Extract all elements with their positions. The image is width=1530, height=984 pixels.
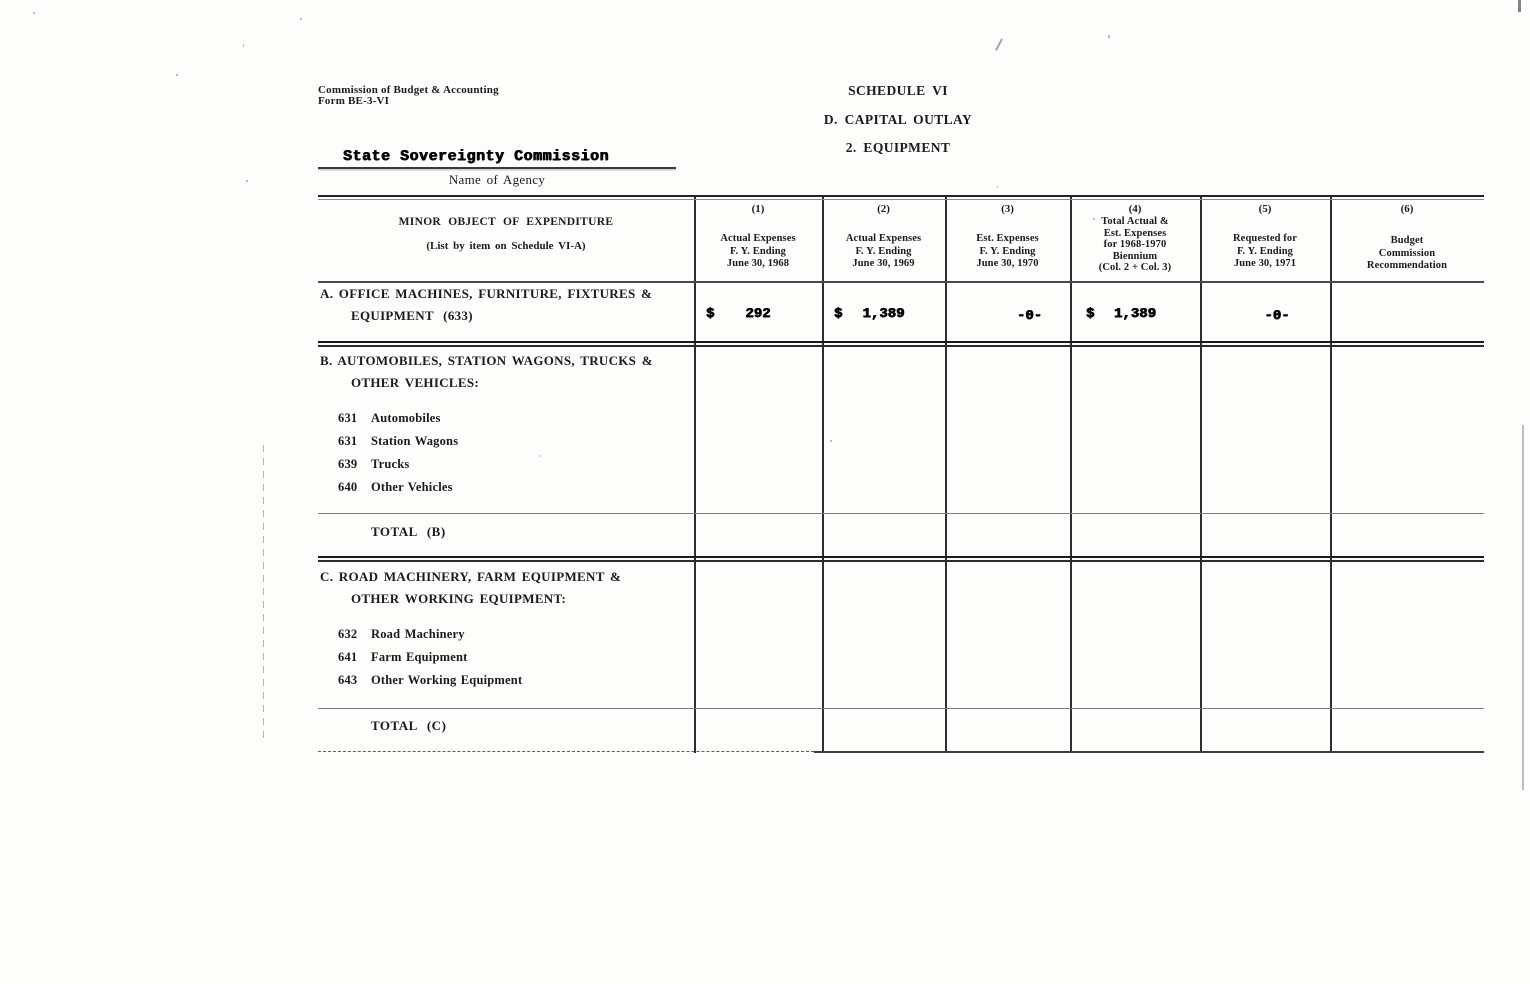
schedule-title: SCHEDULE VI <box>848 83 948 98</box>
scan-speck <box>300 18 302 20</box>
scan-speck <box>243 44 244 47</box>
column-divider <box>1200 197 1202 753</box>
item-label: Road Machinery <box>371 627 465 641</box>
item-code: 641 <box>338 650 358 664</box>
capital-outlay-title: D. CAPITAL OUTLAY <box>823 112 973 127</box>
column-2-number: (2) <box>877 203 890 215</box>
item-label: Trucks <box>371 457 410 471</box>
scan-mark <box>1518 0 1521 12</box>
scan-speck <box>830 440 832 442</box>
item-code: 643 <box>338 673 358 687</box>
total-c-top-rule <box>318 708 1484 709</box>
column-6-header: Budget Commission Recommendation <box>1366 235 1448 271</box>
issuing-office-line1: Commission of Budget & Accounting <box>318 84 499 96</box>
row-a-col4-currency: $ <box>1086 306 1095 322</box>
item-code: 640 <box>338 480 358 494</box>
row-a-col2-currency: $ <box>834 306 843 322</box>
table-border-bottom-left <box>318 751 814 752</box>
scan-speck <box>1093 218 1095 220</box>
item-label: Other Vehicles <box>371 480 453 494</box>
scan-mark <box>995 38 1003 51</box>
scan-speck <box>33 12 35 14</box>
table-border-top <box>318 195 1484 200</box>
line-item-631-automobiles: 631 Automobiles <box>338 411 441 426</box>
row-a-col2-amount: 1,389 <box>862 306 905 322</box>
item-label: Automobiles <box>371 411 441 425</box>
column-5-header: Requested for F. Y. Ending June 30, 1971 <box>1233 233 1297 269</box>
section-c-heading-line2: OTHER WORKING EQUIPMENT: <box>351 591 567 606</box>
form-number: Form BE-3-VI <box>318 95 390 107</box>
column-divider <box>1330 197 1332 753</box>
line-item-641-farm-equipment: 641 Farm Equipment <box>338 650 468 665</box>
expenditure-table: MINOR OBJECT OF EXPENDITURE (List by ite… <box>318 195 1484 757</box>
expenditure-header-line2: (List by item on Schedule VI-A) <box>426 240 586 252</box>
table-border-bottom-right <box>814 751 1484 753</box>
column-divider <box>694 197 696 753</box>
column-5-number: (5) <box>1258 203 1272 215</box>
equipment-title: 2. EQUIPMENT <box>845 140 951 155</box>
scan-speck <box>176 74 178 76</box>
expenditure-header-line1: MINOR OBJECT OF EXPENDITURE <box>398 216 614 228</box>
agency-name-underline <box>318 167 676 169</box>
total-c-label: TOTAL (C) <box>371 718 447 733</box>
column-divider <box>822 197 824 753</box>
scan-fold-line <box>263 445 264 743</box>
scan-speck <box>246 180 248 182</box>
column-4-number: (4) <box>1128 203 1142 215</box>
item-code: 639 <box>338 457 358 471</box>
section-c-heading-line1: C. ROAD MACHINERY, FARM EQUIPMENT & <box>320 569 622 584</box>
total-b-label: TOTAL (B) <box>371 524 446 539</box>
column-6-number: (6) <box>1400 203 1414 215</box>
item-label: Farm Equipment <box>371 650 468 664</box>
line-item-643-other-working-equipment: 643 Other Working Equipment <box>338 673 522 688</box>
total-b-top-rule <box>318 513 1484 514</box>
row-a-col4-amount: 1,389 <box>1113 306 1156 322</box>
column-1-header: Actual Expenses F. Y. Ending June 30, 19… <box>720 233 796 269</box>
agency-name-label: Name of Agency <box>448 172 546 187</box>
column-divider <box>945 197 947 753</box>
row-a-col3-value: -0- <box>1016 308 1043 324</box>
line-item-639-trucks: 639 Trucks <box>338 457 409 472</box>
item-code: 631 <box>338 411 358 425</box>
row-a-label-line1: A. OFFICE MACHINES, FURNITURE, FIXTURES … <box>320 286 653 301</box>
column-3-number: (3) <box>1001 203 1014 215</box>
column-divider <box>1070 197 1072 753</box>
section-b-heading-line2: OTHER VEHICLES: <box>351 375 479 390</box>
scan-speck <box>540 455 541 457</box>
item-label: Other Working Equipment <box>371 673 523 687</box>
scan-speck <box>997 186 998 188</box>
column-2-header: Actual Expenses F. Y. Ending June 30, 19… <box>845 233 922 269</box>
item-code: 631 <box>338 434 358 448</box>
issuing-office: Commission of Budget & Accounting Form B… <box>318 85 499 107</box>
column-1-number: (1) <box>751 203 765 215</box>
row-a-col1-currency: $ <box>706 306 715 322</box>
row-a-bottom-rule <box>318 341 1484 347</box>
row-a-col5-value: -0- <box>1264 308 1290 324</box>
section-b-heading-line1: B. AUTOMOBILES, STATION WAGONS, TRUCKS & <box>320 353 653 368</box>
column-3-header: Est. Expenses F. Y. Ending June 30, 1970 <box>976 233 1039 269</box>
item-label: Station Wagons <box>371 434 459 448</box>
scan-speck <box>1108 35 1110 38</box>
column-4-header: Total Actual & Est. Expenses for 1968-19… <box>1098 216 1172 273</box>
row-a-col1-amount: 292 <box>745 306 771 322</box>
line-item-631-station-wagons: 631 Station Wagons <box>338 434 458 449</box>
row-a-label-line2: EQUIPMENT (633) <box>351 308 473 323</box>
line-item-640-other-vehicles: 640 Other Vehicles <box>338 480 453 495</box>
agency-name-typed: State Sovereignty Commission <box>343 148 610 165</box>
item-code: 632 <box>338 627 358 641</box>
page-edge-line <box>1522 425 1524 790</box>
line-item-632-road-machinery: 632 Road Machinery <box>338 627 465 642</box>
header-bottom-rule <box>318 281 1484 283</box>
total-b-bottom-rule <box>318 556 1484 562</box>
